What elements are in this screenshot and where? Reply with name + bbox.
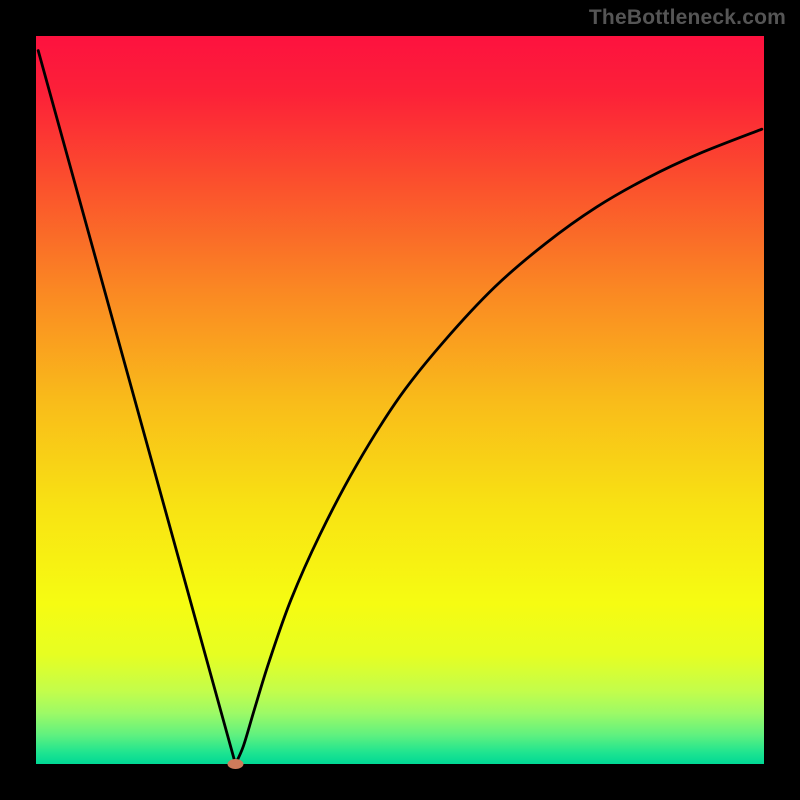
chart-svg [0,0,800,800]
plot-area-gradient [36,36,764,764]
image-root: TheBottleneck.com [0,0,800,800]
minimum-marker [227,759,243,769]
watermark-text: TheBottleneck.com [589,6,786,30]
